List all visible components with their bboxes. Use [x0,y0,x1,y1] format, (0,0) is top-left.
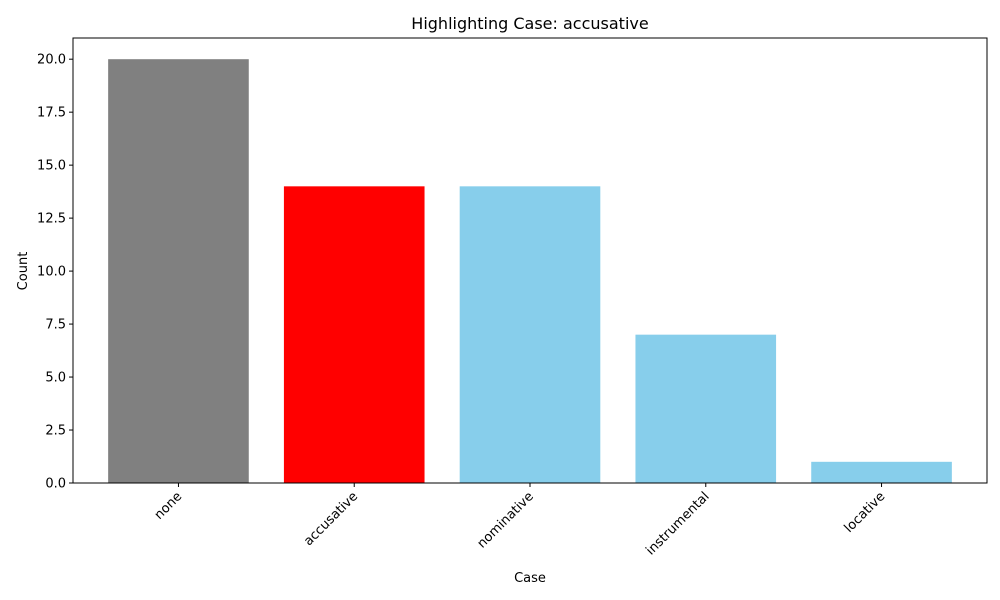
plot-frame [72,37,988,484]
x-axis-label: Case [514,571,546,586]
x-tick-label-accusative: accusative [301,489,361,549]
y-tick-label: 0.0 [45,477,66,492]
x-tick-label-locative: locative [842,489,889,536]
x-tick-label-nominative: nominative [475,489,537,551]
y-tick-label: 15.0 [37,159,66,174]
x-tick-label-instrumental: instrumental [643,489,712,558]
x-tick-label-none: none [152,489,186,523]
plot-area: 0.0 2.5 5.0 7.5 10.0 12.5 15.0 17.5 20.0 none accu… [37,37,988,558]
y-axis-label: Count [16,252,31,291]
bar-locative [811,461,952,483]
bar-none [108,59,249,483]
y-tick-label: 20.0 [37,53,66,68]
y-tick-label: 5.0 [45,371,66,386]
y-tick-label: 17.5 [37,106,66,121]
bar-instrumental [635,334,777,483]
bar-nominative [459,186,601,483]
y-tick-label: 10.0 [37,265,66,280]
y-tick-label: 7.5 [45,318,66,333]
chart-title: Highlighting Case: accusative [411,14,648,33]
y-tick-label: 12.5 [37,212,66,227]
y-tick-label: 2.5 [45,424,66,439]
bar-accusative [283,186,425,483]
